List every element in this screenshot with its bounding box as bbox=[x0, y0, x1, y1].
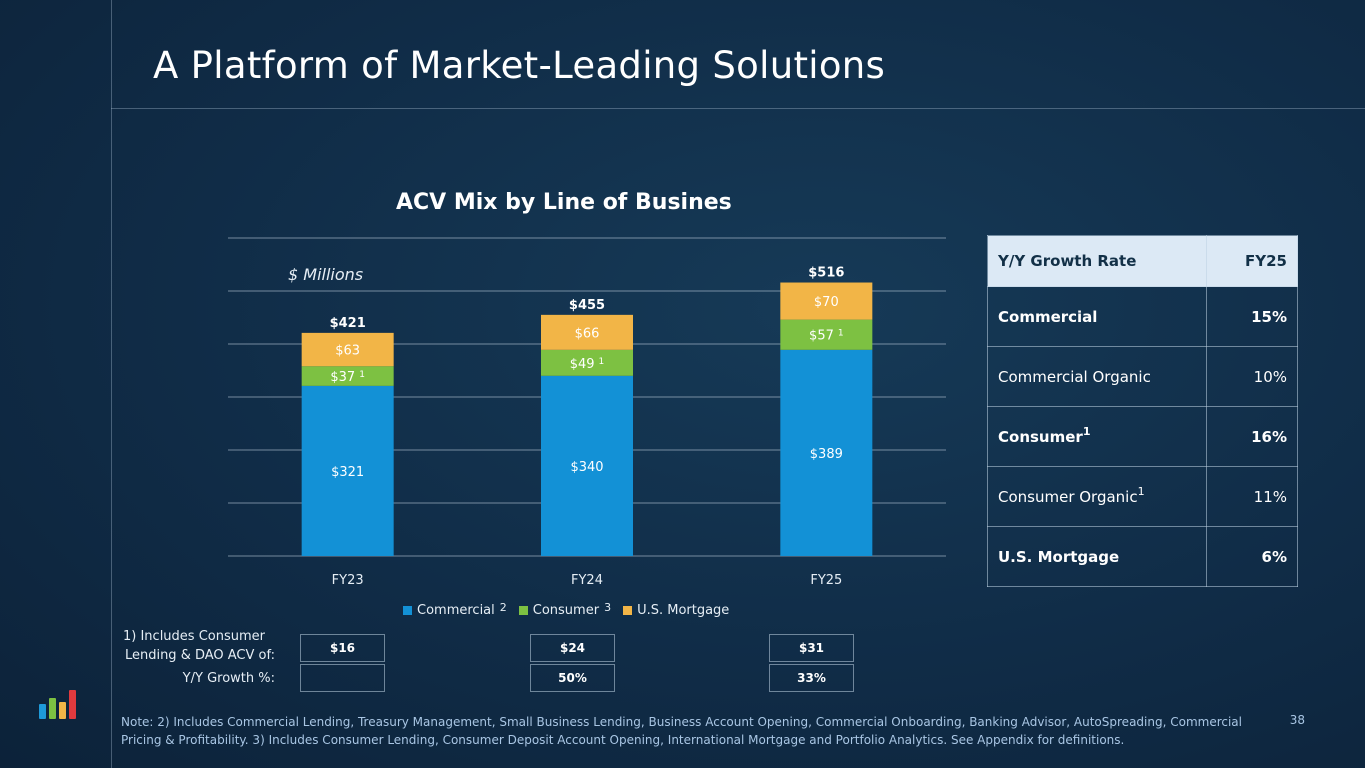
growth-rate-table: Y/Y Growth Rate FY25 Commercial 15% Comm… bbox=[987, 235, 1298, 587]
bar-segment bbox=[780, 282, 873, 320]
legend-swatch-mortgage bbox=[623, 606, 633, 615]
growth-box-fy23 bbox=[300, 664, 385, 692]
growth-table-header: Y/Y Growth Rate FY25 bbox=[987, 235, 1298, 287]
acv-box-fy24: $24 bbox=[530, 634, 615, 662]
legend-label-consumer: Consumer bbox=[532, 603, 600, 618]
legend-label-commercial: Commercial bbox=[417, 603, 495, 618]
page-title: A Platform of Market-Leading Solutions bbox=[153, 44, 886, 87]
bar-total-label: $516 bbox=[808, 266, 844, 281]
bar-segment bbox=[541, 375, 633, 556]
bar-data-label: $389 bbox=[810, 447, 843, 462]
title-divider bbox=[111, 108, 1365, 109]
growth-row-consumer: Consumer1 16% bbox=[987, 406, 1298, 467]
vertical-divider bbox=[111, 0, 112, 768]
acv-box-fy23: $16 bbox=[300, 634, 385, 662]
legend-swatch-commercial bbox=[403, 606, 412, 615]
logo-bar-red bbox=[69, 690, 76, 719]
bar-segment bbox=[541, 314, 633, 350]
footnote-label: 1) Includes Consumer Lending & DAO ACV o… bbox=[110, 627, 275, 665]
legend-item-commercial: Commercial 2 bbox=[403, 601, 507, 618]
growth-row-value: 15% bbox=[1206, 286, 1298, 347]
growth-row-us-mortgage: U.S. Mortgage 6% bbox=[987, 526, 1298, 587]
bar-data-label: $66 bbox=[575, 326, 600, 341]
legend-sup-consumer: 3 bbox=[604, 601, 612, 614]
growth-row-consumer-organic: Consumer Organic1 11% bbox=[987, 466, 1298, 527]
legend-swatch-consumer bbox=[518, 606, 528, 615]
bar-segment bbox=[780, 349, 873, 556]
growth-row-label: U.S. Mortgage bbox=[987, 526, 1207, 587]
bar-data-label: $340 bbox=[570, 460, 603, 475]
chart-title: ACV Mix by Line of Busines bbox=[396, 190, 732, 215]
page-number: 38 bbox=[1289, 713, 1305, 727]
growth-row-value: 10% bbox=[1206, 346, 1298, 407]
growth-row-label: Commercial Organic bbox=[987, 346, 1207, 407]
bar-data-label: $63 bbox=[335, 344, 360, 359]
bar-segment bbox=[301, 366, 394, 386]
legend-sup-commercial: 2 bbox=[499, 601, 507, 614]
bar-segment bbox=[301, 385, 394, 556]
bar-segment bbox=[780, 319, 873, 350]
logo-bar-blue bbox=[39, 704, 46, 719]
growth-row-label: Consumer Organic1 bbox=[987, 466, 1207, 527]
growth-header-year: FY25 bbox=[1206, 235, 1298, 287]
logo-bar-green bbox=[49, 698, 56, 719]
legend-item-mortgage: U.S. Mortgage bbox=[623, 603, 729, 618]
bar-segment bbox=[541, 349, 633, 376]
footnote-label-line1: 1) Includes Consumer bbox=[123, 629, 265, 644]
growth-row-value: 11% bbox=[1206, 466, 1298, 527]
footnote-note: Note: 2) Includes Commercial Lending, Tr… bbox=[121, 715, 1242, 747]
logo-bar-yellow bbox=[59, 702, 66, 719]
company-logo-icon bbox=[39, 690, 76, 719]
bar-data-label: $321 bbox=[331, 465, 364, 480]
bar-total-label: $455 bbox=[569, 298, 605, 313]
bar-data-label: $70 bbox=[814, 295, 839, 310]
chart-legend: Commercial 2 Consumer 3 U.S. Mortgage bbox=[403, 601, 729, 618]
growth-box-fy25: 33% bbox=[769, 664, 854, 692]
x-tick-label: FY24 bbox=[571, 573, 603, 588]
legend-label-mortgage: U.S. Mortgage bbox=[637, 603, 730, 618]
growth-row-label: Commercial bbox=[987, 286, 1207, 347]
legend-item-consumer: Consumer 3 bbox=[518, 601, 612, 618]
x-tick-label: FY25 bbox=[810, 573, 842, 588]
units-label: $ Millions bbox=[288, 265, 363, 284]
growth-row-value: 6% bbox=[1206, 526, 1298, 587]
growth-row-commercial: Commercial 15% bbox=[987, 286, 1298, 347]
acv-box-fy25: $31 bbox=[769, 634, 854, 662]
growth-box-fy24: 50% bbox=[530, 664, 615, 692]
growth-row-label: Consumer1 bbox=[987, 406, 1207, 467]
growth-header-label: Y/Y Growth Rate bbox=[987, 235, 1207, 287]
growth-row-commercial-organic: Commercial Organic 10% bbox=[987, 346, 1298, 407]
bar-total-label: $421 bbox=[330, 316, 366, 331]
growth-row-value: 16% bbox=[1206, 406, 1298, 467]
growth-label: Y/Y Growth %: bbox=[182, 671, 275, 686]
x-tick-label: FY23 bbox=[332, 573, 364, 588]
footnote-label-line2: Lending & DAO ACV of: bbox=[124, 648, 275, 663]
bar-segment bbox=[301, 332, 394, 367]
